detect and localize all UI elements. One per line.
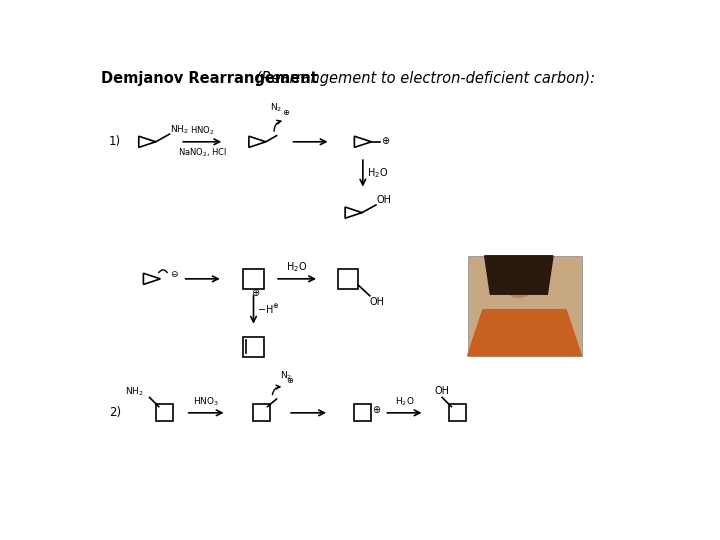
Text: NH$_2$: NH$_2$ [125,385,143,397]
Bar [467,256,582,356]
Text: 1): 1) [109,136,121,148]
Text: N$_2$: N$_2$ [279,369,292,382]
Text: $\oplus$: $\oplus$ [251,287,261,298]
Text: OH: OH [435,386,450,396]
Text: $-$H$^{\oplus}$: $-$H$^{\oplus}$ [257,303,280,316]
Text: NaNO$_2$, HCl: NaNO$_2$, HCl [178,146,227,159]
Text: $\oplus$: $\oplus$ [381,135,390,146]
Text: (Rearrangement to electron-deficient carbon):: (Rearrangement to electron-deficient car… [251,71,595,86]
Text: OH: OH [369,297,384,307]
Polygon shape [467,309,582,356]
FancyArrowPatch shape [272,385,280,395]
Text: N$_2$: N$_2$ [270,102,282,114]
FancyArrowPatch shape [274,120,281,131]
Text: Demjanov Rearrangement: Demjanov Rearrangement [101,71,318,86]
Text: $\ominus$: $\ominus$ [171,269,179,279]
Text: $\oplus$: $\oplus$ [282,108,290,117]
Polygon shape [485,256,553,294]
Text: H$_2$O: H$_2$O [366,166,388,180]
Text: HNO$_2$: HNO$_2$ [190,125,215,137]
Text: H$_2$O: H$_2$O [287,260,307,274]
FancyArrowPatch shape [158,270,167,273]
Text: NH$_2$: NH$_2$ [171,123,189,136]
Text: OH: OH [377,195,392,205]
Circle shape [502,264,536,298]
Text: $\oplus$: $\oplus$ [286,376,294,385]
Text: H$_2$O: H$_2$O [395,396,414,408]
Text: 2): 2) [109,406,121,420]
Text: $\oplus$: $\oplus$ [372,404,382,415]
Text: HNO$_3$: HNO$_3$ [193,396,219,408]
